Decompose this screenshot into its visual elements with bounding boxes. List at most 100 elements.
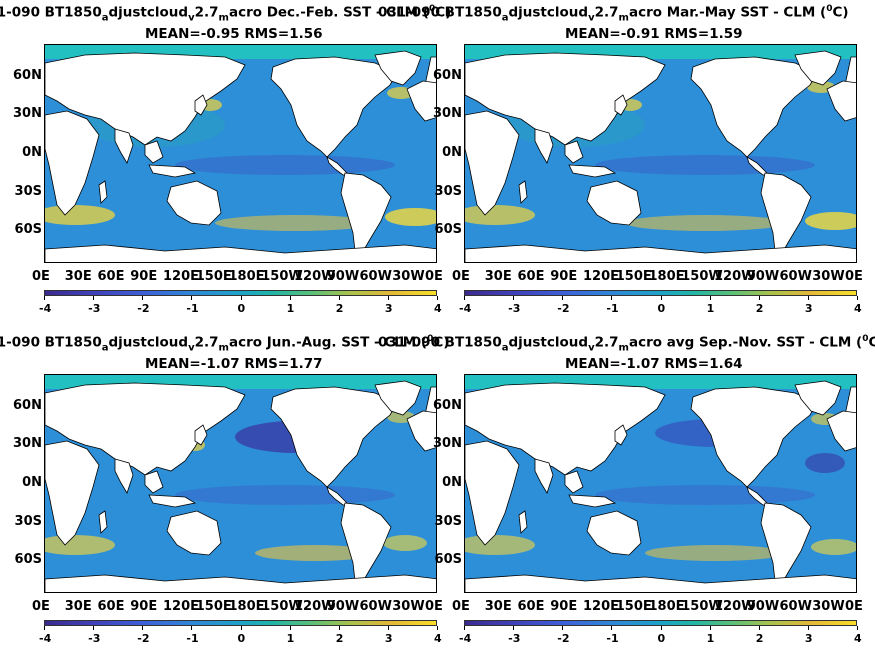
longitude-tick-label: 0E — [452, 599, 470, 614]
japan-land — [194, 94, 208, 116]
indonesia-land — [148, 494, 197, 508]
colorbar-tick — [611, 296, 613, 300]
anomaly-region — [805, 212, 856, 230]
longitude-tick-label: 120W — [294, 269, 336, 284]
title-text: C) — [868, 334, 875, 351]
australia-land — [586, 180, 642, 226]
north-america-land — [690, 386, 818, 488]
title-subscript: v — [588, 342, 595, 354]
indonesia-land — [568, 164, 617, 178]
colorbar-tick-label: -2 — [557, 302, 570, 315]
colorbar-tick-label: -1 — [606, 632, 619, 645]
colorbar-tick — [758, 296, 760, 300]
latitude-tick-label: 30S — [14, 514, 42, 529]
title-subscript: v — [588, 12, 595, 24]
colorbar-tick — [562, 626, 564, 630]
latitude-tick-label: 0N — [442, 145, 462, 160]
colorbar-tick — [562, 296, 564, 300]
latitude-tick-label: 30N — [433, 436, 462, 451]
colorbar-tick-label: 2 — [755, 302, 764, 315]
title-text: 2.7 — [194, 334, 219, 351]
colorbar-tick-label: -1 — [186, 302, 199, 315]
title-subscript: m — [218, 12, 229, 24]
southeast-asia-land — [144, 470, 164, 494]
colorbar-tick-label: 1 — [706, 632, 715, 645]
title-superscript: 0 — [826, 4, 833, 14]
longitude-tick-label: 30E — [64, 599, 92, 614]
greenland-land — [794, 50, 842, 86]
longitude-tick-label: 150W — [261, 599, 303, 614]
title-text: djustcloud — [508, 334, 589, 351]
title-text: 031-090 BT1850 — [378, 4, 502, 21]
colorbar-tick — [807, 626, 809, 630]
colorbar-tick — [240, 626, 242, 630]
africa-land — [465, 440, 520, 546]
colorbar — [464, 290, 857, 296]
anomaly-region — [595, 485, 815, 505]
africa-land — [465, 110, 520, 216]
anomaly-region — [625, 215, 785, 231]
longitude-tick-label: 30E — [484, 599, 512, 614]
colorbar-tick — [142, 296, 144, 300]
colorbar-tick — [240, 296, 242, 300]
title-text: acro avg Sep.-Nov. SST - CLM ( — [628, 334, 863, 351]
colorbar-tick — [660, 296, 662, 300]
title-subscript: a — [501, 342, 509, 354]
longitude-tick-label: 150W — [681, 269, 723, 284]
eurasia-land — [465, 382, 666, 476]
colorbar-tick-label: 1 — [286, 632, 295, 645]
colorbar-tick — [387, 626, 389, 630]
latitude-tick-label: 60S — [434, 222, 462, 237]
longitude-tick-label: 180E — [228, 269, 265, 284]
title-subscript: m — [218, 342, 229, 354]
longitude-tick-label: 120E — [163, 269, 200, 284]
title-text: acro Mar.-May SST - CLM ( — [628, 4, 827, 21]
colorbar-tick-label: 0 — [237, 632, 246, 645]
colorbar-tick-label: 0 — [657, 632, 666, 645]
europe-west-land — [826, 410, 856, 452]
colorbar-tick — [44, 626, 45, 630]
sst-anomaly-map — [464, 374, 857, 593]
greenland-land — [374, 380, 422, 416]
anomaly-region — [255, 545, 375, 561]
india-land — [114, 128, 134, 164]
colorbar-tick-label: -1 — [606, 302, 619, 315]
colorbar-tick — [93, 296, 95, 300]
latitude-tick-label: 60N — [433, 398, 462, 413]
longitude-tick-label: 120W — [714, 269, 756, 284]
anomaly-region — [595, 155, 815, 175]
title-subscript: m — [618, 12, 629, 24]
longitude-tick-label: 90W — [326, 599, 360, 614]
panel-stats: MEAN=-1.07 RMS=1.77 — [145, 356, 323, 372]
title-text: 2.7 — [594, 334, 619, 351]
panel-title: 031-090 BT1850adjustcloudv2.7macro Dec.-… — [0, 2, 451, 24]
colorbar-tick-label: 3 — [804, 632, 813, 645]
colorbar-tick-label: 3 — [804, 302, 813, 315]
japan-land — [194, 424, 208, 446]
colorbar-tick-label: -3 — [88, 302, 101, 315]
title-subscript: v — [188, 342, 195, 354]
colorbar-tick-label: 0 — [237, 302, 246, 315]
panel-title: 031-090 BT1850adjustcloudv2.7macro Jun.-… — [0, 332, 450, 354]
sst-anomaly-map — [464, 44, 857, 263]
title-text: C) — [433, 334, 450, 351]
title-subscript: a — [501, 12, 509, 24]
longitude-tick-label: 60W — [359, 269, 392, 284]
colorbar-tick-label: 4 — [854, 632, 862, 645]
colorbar-tick-label: -3 — [508, 632, 521, 645]
panel-stats: MEAN=-0.91 RMS=1.59 — [565, 26, 743, 42]
title-subscript: a — [101, 342, 109, 354]
longitude-tick-label: 0E — [425, 599, 443, 614]
longitude-tick-label: 90E — [550, 269, 578, 284]
australia-land — [586, 510, 642, 556]
colorbar-tick — [338, 296, 340, 300]
longitude-tick-label: 180E — [648, 269, 685, 284]
longitude-tick-label: 30W — [392, 269, 425, 284]
greenland-land — [794, 380, 842, 416]
longitude-tick-label: 150E — [615, 599, 652, 614]
indonesia-land — [568, 494, 617, 508]
latitude-tick-label: 0N — [442, 475, 462, 490]
colorbar — [464, 620, 857, 626]
antarctica-land — [465, 244, 856, 262]
longitude-tick-label: 60W — [779, 599, 812, 614]
